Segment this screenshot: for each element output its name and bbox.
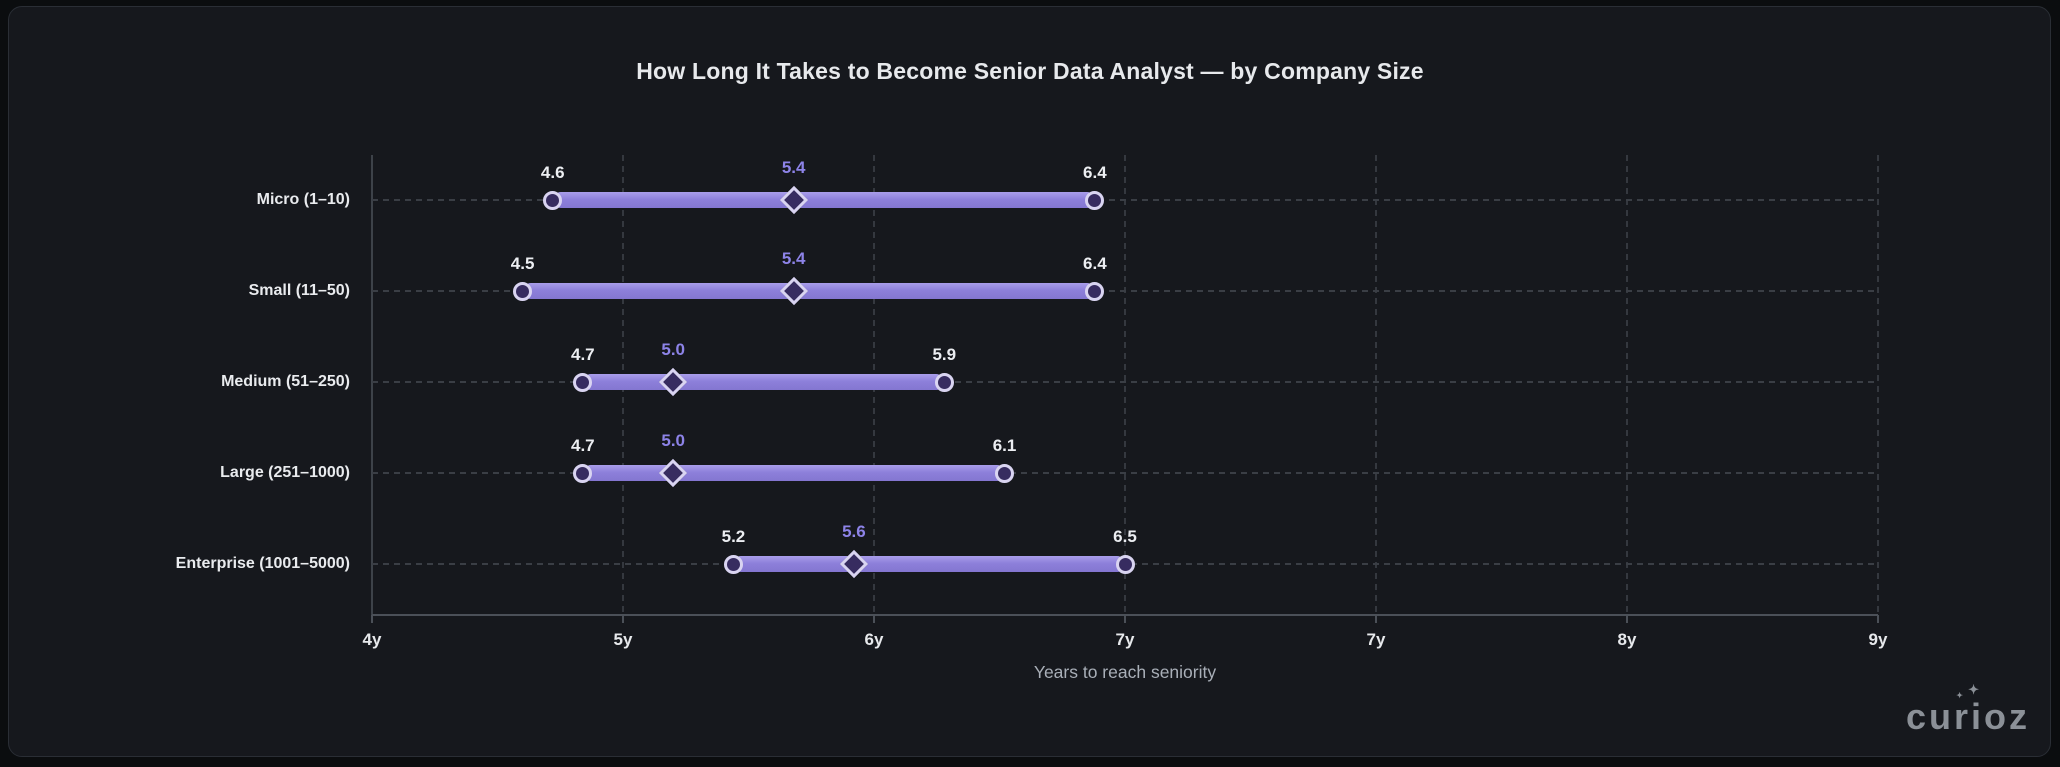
x-tick-mark bbox=[1877, 615, 1879, 623]
row-gridline bbox=[372, 290, 1878, 292]
median-marker bbox=[839, 549, 869, 579]
range-bar bbox=[522, 283, 1095, 299]
range-bar bbox=[552, 192, 1095, 208]
max-marker bbox=[1115, 554, 1135, 574]
x-tick-label: 5y bbox=[613, 630, 633, 649]
category-label: Small (11–50) bbox=[248, 282, 350, 299]
x-gridline bbox=[1626, 155, 1628, 615]
x-tick-label: 9y bbox=[1868, 630, 1888, 649]
row-gridline bbox=[372, 199, 1878, 201]
range-bar bbox=[582, 374, 945, 390]
sparkle-icon: ✦ bbox=[1968, 682, 1982, 697]
min-marker bbox=[573, 372, 593, 392]
x-tick-mark bbox=[1375, 615, 1377, 623]
max-marker bbox=[934, 372, 954, 392]
x-tick-label: 6y bbox=[864, 630, 884, 649]
chart-title: How Long It Takes to Become Senior Data … bbox=[636, 58, 1424, 84]
x-gridline bbox=[1877, 155, 1879, 615]
sparkle-icon: ✦ bbox=[1956, 691, 1966, 700]
x-tick-label: 7y bbox=[1366, 630, 1386, 649]
brand-logo: ✦ ✦ curioz bbox=[1905, 683, 2030, 738]
x-gridline bbox=[1375, 155, 1377, 615]
x-tick-mark bbox=[371, 615, 373, 623]
median-marker bbox=[779, 185, 808, 215]
x-tick-label: 7y bbox=[1115, 630, 1135, 649]
x-axis-title: Years to reach seniority bbox=[1033, 662, 1217, 682]
max-marker bbox=[1085, 190, 1105, 210]
min-value-label: 4.5 bbox=[510, 254, 535, 273]
row-gridline bbox=[372, 381, 1878, 383]
x-tick-mark bbox=[1124, 615, 1126, 623]
x-tick-label: 4y bbox=[362, 630, 382, 649]
max-value-label: 6.5 bbox=[1113, 527, 1137, 546]
x-tick-mark bbox=[1626, 615, 1628, 623]
category-label: Micro (1–10) bbox=[256, 191, 350, 208]
min-value-label: 4.6 bbox=[540, 163, 565, 182]
max-value-label: 6.4 bbox=[1083, 163, 1107, 182]
max-value-label: 5.9 bbox=[932, 345, 957, 364]
row-gridline bbox=[372, 472, 1878, 474]
median-value-label: 5.4 bbox=[781, 249, 806, 268]
min-value-label: 4.7 bbox=[571, 345, 595, 364]
brand-name: curioz bbox=[1905, 696, 2030, 737]
x-tick-mark bbox=[622, 615, 624, 623]
median-value-label: 5.4 bbox=[781, 158, 806, 177]
x-tick-label: 8y bbox=[1617, 630, 1637, 649]
range-bar bbox=[582, 465, 1005, 481]
median-marker bbox=[779, 276, 808, 306]
min-value-label: 5.2 bbox=[721, 527, 746, 546]
median-marker bbox=[659, 458, 688, 488]
min-value-label: 4.7 bbox=[571, 436, 595, 455]
category-label: Enterprise (1001–5000) bbox=[175, 555, 350, 572]
category-label: Large (251–1000) bbox=[220, 464, 350, 481]
median-marker bbox=[659, 367, 688, 397]
median-value-label: 5.0 bbox=[661, 340, 685, 359]
max-marker bbox=[995, 463, 1015, 483]
max-value-label: 6.4 bbox=[1083, 254, 1107, 273]
min-marker bbox=[723, 554, 743, 574]
x-axis-line bbox=[372, 614, 1878, 616]
x-tick-mark bbox=[873, 615, 875, 623]
min-marker bbox=[513, 281, 533, 301]
max-value-label: 6.1 bbox=[992, 436, 1017, 455]
median-value-label: 5.0 bbox=[661, 431, 685, 450]
min-marker bbox=[543, 190, 563, 210]
max-marker bbox=[1085, 281, 1105, 301]
y-axis-line bbox=[371, 155, 373, 619]
range-bar bbox=[733, 556, 1125, 572]
median-value-label: 5.6 bbox=[842, 522, 866, 541]
category-label: Medium (51–250) bbox=[221, 373, 350, 390]
x-gridline bbox=[1124, 155, 1126, 615]
min-marker bbox=[573, 463, 593, 483]
